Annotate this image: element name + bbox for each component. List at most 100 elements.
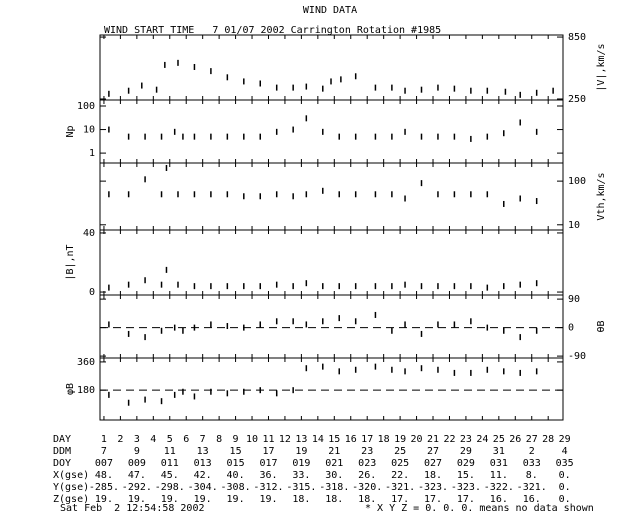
y-tick-label: 180	[77, 385, 95, 396]
table-cell: 8	[216, 434, 222, 445]
row-label: X(gse)	[53, 470, 89, 481]
y-axis-label: Np	[65, 125, 76, 137]
table-cell: 15.	[457, 470, 475, 481]
table-cell: 023	[358, 458, 376, 469]
y-tick-label: 10	[568, 220, 580, 231]
table-cell: 11	[164, 446, 176, 457]
table-cell: 2	[529, 446, 535, 457]
table-cell: -292.	[122, 482, 152, 493]
y-tick-label: 0	[89, 287, 95, 298]
table-cell: -323.	[451, 482, 481, 493]
table-cell: 17.	[424, 494, 442, 505]
y-tick-label: 250	[568, 94, 586, 105]
table-cell: -285.	[89, 482, 119, 493]
table-cell: 18	[378, 434, 390, 445]
table-cell: 3	[134, 434, 140, 445]
table-cell: 19.	[95, 494, 113, 505]
table-cell: 26.	[358, 470, 376, 481]
table-cell: 17.	[391, 494, 409, 505]
table-cell: 17	[361, 434, 373, 445]
table-cell: 13	[197, 446, 209, 457]
footer-note: * X Y Z = 0. 0. 0. means no data shown	[365, 503, 594, 512]
table-cell: 017	[259, 458, 277, 469]
row-label: DAY	[53, 434, 71, 445]
table-cell: 8.	[526, 470, 538, 481]
y-tick-label: 90	[568, 294, 580, 305]
title: WIND DATA	[303, 5, 357, 16]
table-cell: 025	[391, 458, 409, 469]
table-cell: 019	[292, 458, 310, 469]
table-cell: 24	[476, 434, 488, 445]
table-cell: 9	[134, 446, 140, 457]
row-label: DDM	[53, 446, 71, 457]
table-cell: 0.	[559, 470, 571, 481]
table-cell: 27	[427, 446, 439, 457]
row-label: DOY	[53, 458, 71, 469]
table-cell: 13	[295, 434, 307, 445]
table-cell: 28	[542, 434, 554, 445]
table-cell: 11.	[490, 470, 508, 481]
table-cell: 22.	[391, 470, 409, 481]
table-cell: 22	[443, 434, 455, 445]
table-cell: 4	[562, 446, 568, 457]
table-cell: 033	[523, 458, 541, 469]
y-tick-label: 850	[568, 32, 586, 43]
subtitle: WIND START TIME 7 01/07 2002 Carrington …	[104, 25, 441, 36]
table-cell: 27	[526, 434, 538, 445]
table-cell: 10	[246, 434, 258, 445]
table-cell: 25	[394, 446, 406, 457]
table-cell: 4	[150, 434, 156, 445]
table-cell: 16.	[523, 494, 541, 505]
table-cell: -320.	[352, 482, 382, 493]
table-cell: 029	[457, 458, 475, 469]
table-cell: 15	[328, 434, 340, 445]
table-cell: 18.	[424, 470, 442, 481]
table-cell: 19.	[227, 494, 245, 505]
table-cell: 19.	[194, 494, 212, 505]
table-cell: 23	[460, 434, 472, 445]
table-cell: -323.	[418, 482, 448, 493]
table-cell: 16.	[490, 494, 508, 505]
y-tick-label: 100	[568, 176, 586, 187]
table-cell: 007	[95, 458, 113, 469]
table-cell: 31	[493, 446, 505, 457]
table-cell: 29	[559, 434, 571, 445]
table-cell: 6	[183, 434, 189, 445]
table-cell: 15	[230, 446, 242, 457]
table-cell: 33.	[292, 470, 310, 481]
y-axis-label: φB	[65, 383, 76, 395]
footer-date: Sat Feb 2 12:54:58 2002	[60, 503, 205, 512]
table-cell: 19.	[128, 494, 146, 505]
table-cell: 48.	[95, 470, 113, 481]
row-label: Z(gse)	[53, 494, 89, 505]
table-cell: -321.	[385, 482, 415, 493]
table-cell: 011	[161, 458, 179, 469]
y-axis-label: |B|,nT	[65, 244, 76, 280]
table-cell: 26	[509, 434, 521, 445]
table-cell: 19.	[161, 494, 179, 505]
table-cell: 17.	[457, 494, 475, 505]
y-tick-label: 360	[77, 357, 95, 368]
table-cell: 5	[167, 434, 173, 445]
table-cell: 021	[325, 458, 343, 469]
table-cell: 21	[328, 446, 340, 457]
row-label: Y(gse)	[53, 482, 89, 493]
table-cell: 18.	[358, 494, 376, 505]
y-tick-label: 100	[77, 101, 95, 112]
table-cell: -315.	[286, 482, 316, 493]
table-cell: -318.	[319, 482, 349, 493]
table-cell: 009	[128, 458, 146, 469]
table-cell: 2	[117, 434, 123, 445]
y-tick-label: 1	[89, 148, 95, 159]
table-cell: 0.	[559, 494, 571, 505]
y-axis-label: θB	[596, 320, 607, 332]
table-cell: 21	[427, 434, 439, 445]
y-axis-label: Vth,km/s	[596, 172, 607, 220]
table-cell: 14	[312, 434, 324, 445]
y-tick-label: 0	[568, 323, 574, 334]
table-cell: 30.	[325, 470, 343, 481]
table-cell: 1	[101, 434, 107, 445]
table-cell: 18.	[292, 494, 310, 505]
table-cell: 45.	[161, 470, 179, 481]
